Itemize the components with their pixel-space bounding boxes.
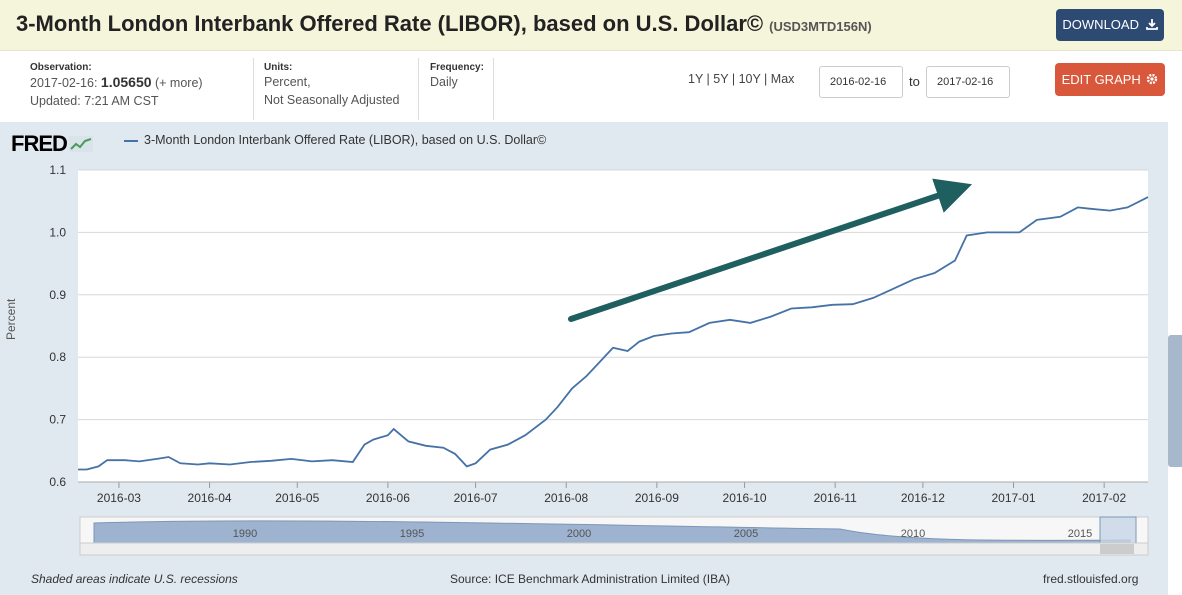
observation-block: Observation: 2017-02-16: 1.05650 (+ more… [30,58,254,120]
fred-logo-text: FRED [11,131,68,156]
to-label: to [909,74,920,89]
site-link[interactable]: fred.stlouisfed.org [1043,572,1139,586]
range-10y[interactable]: 10Y [738,72,761,86]
x-tick-label: 2016-04 [188,491,232,505]
frequency-block: Frequency: Daily [430,58,494,120]
navigator-area [93,520,1131,544]
x-tick-label: 2017-02 [1082,491,1126,505]
x-tick-label: 2016-08 [544,491,588,505]
units-label: Units: [264,62,293,73]
y-tick-label: 0.7 [49,413,66,427]
x-tick-label: 2016-07 [454,491,498,505]
plot-background [78,170,1148,482]
source-note: Source: ICE Benchmark Administration Lim… [450,572,731,586]
edit-graph-button[interactable]: EDIT GRAPH [1055,63,1165,96]
recession-note: Shaded areas indicate U.S. recessions [31,572,238,586]
y-tick-label: 0.6 [49,475,66,489]
observation-value: 1.05650 [100,74,152,90]
range-max[interactable]: Max [770,72,795,86]
x-tick-label: 2016-05 [275,491,319,505]
navigator-scroll-thumb[interactable] [1100,544,1134,554]
y-tick-label: 1.0 [49,225,66,239]
x-tick-label: 2016-11 [814,491,857,505]
x-tick-label: 2016-03 [97,491,141,505]
x-tick-label: 2017-01 [991,491,1035,505]
navigator-year-label: 1990 [233,528,257,540]
page-title: 3-Month London Interbank Offered Rate (L… [16,11,872,37]
units-line1: Percent, [264,75,311,89]
gear-icon [1147,73,1158,85]
observation-more-link[interactable]: (+ more) [155,76,203,90]
fred-logo: FRED [11,131,93,157]
x-tick-label: 2016-12 [901,491,945,505]
units-block: Units: Percent, Not Seasonally Adjusted [264,58,419,120]
download-button[interactable]: DOWNLOAD [1056,9,1164,41]
observation-label: Observation: [30,62,92,73]
series-id: (USD3MTD156N) [769,19,872,34]
edit-graph-label: EDIT GRAPH [1061,72,1141,87]
start-date-input[interactable]: 2016-02-16 [819,66,903,98]
trend-arrow [568,178,973,322]
navigator-window [1099,516,1137,544]
header-bar: 3-Month London Interbank Offered Rate (L… [0,0,1182,51]
navigator-year-label: 2015 [1068,528,1092,540]
frequency-value: Daily [430,75,458,89]
navigator-year-label: 1995 [400,528,424,540]
range-5y[interactable]: 5Y [713,72,729,86]
range-selector: 1Y | 5Y | 10Y | Max [688,72,795,86]
chart-legend: 3-Month London Interbank Offered Rate (L… [124,133,546,147]
x-tick-label: 2016-06 [366,491,410,505]
legend-swatch [124,139,138,142]
download-icon [1145,19,1158,30]
x-tick-label: 2016-10 [723,491,767,505]
frequency-label: Frequency: [430,62,484,73]
fred-logo-graph-icon [68,136,93,152]
navigator-year-label: 2010 [901,528,925,540]
line-chart: 0.6 0.7 0.8 0.9 1.0 1.1 2016-03 2016-04 2016-05… [49,163,1149,556]
y-tick-label: 0.8 [49,350,66,364]
legend-label: 3-Month London Interbank Offered Rate (L… [144,133,547,147]
units-line2: Not Seasonally Adjusted [264,93,400,107]
feedback-tab[interactable] [1168,335,1182,467]
y-tick-label: 1.1 [49,163,66,177]
y-tick-label: 0.9 [49,288,66,302]
series-line [78,196,1149,471]
x-tick-label: 2016-09 [635,491,679,505]
range-1y[interactable]: 1Y [688,72,704,86]
series-title: 3-Month London Interbank Offered Rate (L… [16,11,764,36]
navigator-year-label: 2005 [734,528,758,540]
navigator-year-label: 2000 [567,528,591,540]
end-date-input[interactable]: 2017-02-16 [926,66,1010,98]
download-label: DOWNLOAD [1062,17,1139,32]
observation-date: 2017-02-16: [30,76,98,90]
updated-text: Updated: 7:21 AM CST [30,94,159,108]
navigator-scrollbar[interactable] [79,542,1149,556]
